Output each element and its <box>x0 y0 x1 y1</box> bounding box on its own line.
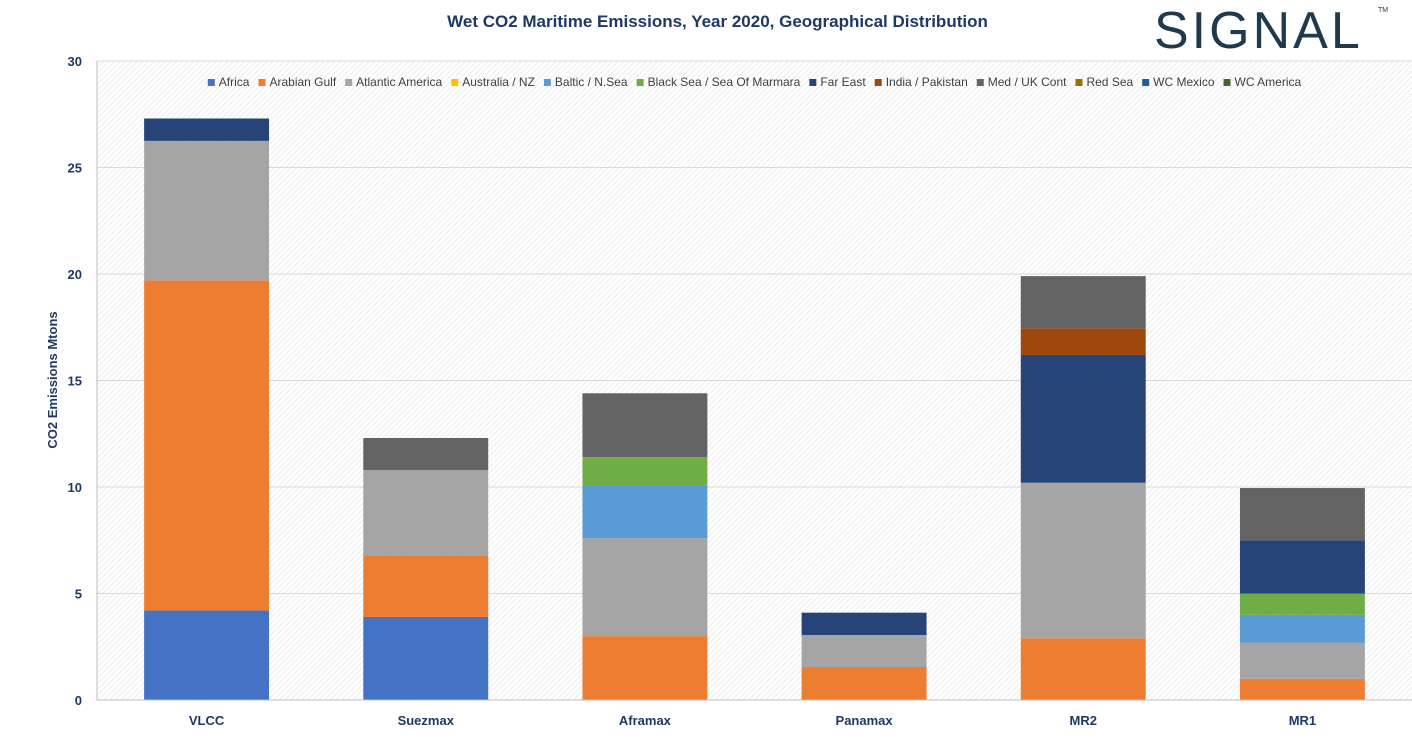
legend-swatch <box>1075 79 1083 86</box>
legend-label: Arabian Gulf <box>269 75 336 89</box>
legend-item: Med / UK Cont <box>976 75 1067 89</box>
bar-segment <box>801 666 927 700</box>
legend-item: Atlantic America <box>345 75 443 89</box>
bar-segment <box>1020 276 1146 329</box>
legend-swatch <box>543 79 551 86</box>
legend-swatch <box>451 79 459 86</box>
legend-item: Africa <box>207 75 250 89</box>
legend-label: WC Mexico <box>1153 75 1215 89</box>
bar-segment <box>582 538 708 637</box>
bar-segment <box>144 280 270 611</box>
logo-text: SIGNAL <box>1154 2 1363 56</box>
legend-label: Baltic / N.Sea <box>555 75 628 89</box>
bar-segment <box>1239 678 1365 700</box>
bar-segment <box>582 485 708 539</box>
y-tick-label: 15 <box>68 374 82 389</box>
x-tick-label: VLCC <box>189 713 225 728</box>
legend-swatch <box>809 79 817 86</box>
bar-segment <box>582 457 708 486</box>
x-tick-label: Aframax <box>619 713 672 728</box>
bars <box>144 118 1365 700</box>
legend-item: Black Sea / Sea Of Marmara <box>636 75 801 89</box>
bar-segment <box>1020 354 1146 483</box>
legend-item: India / Pakistan <box>874 75 968 89</box>
chart-title: Wet CO2 Maritime Emissions, Year 2020, G… <box>447 12 988 31</box>
bar-segment <box>1020 638 1146 700</box>
bar-segment <box>1020 328 1146 355</box>
legend-swatch <box>1223 79 1231 86</box>
legend-item: Arabian Gulf <box>258 75 337 89</box>
legend-swatch <box>874 79 882 86</box>
legend-item: Far East <box>809 75 866 89</box>
bar-segment <box>801 635 927 667</box>
bar-segment <box>1239 593 1365 615</box>
bar-segment <box>363 616 489 700</box>
bar-segment <box>1239 642 1365 679</box>
legend-label: Atlantic America <box>356 75 442 89</box>
legend-label: Red Sea <box>1086 75 1133 89</box>
x-tick-label: MR2 <box>1070 713 1097 728</box>
bar-segment <box>1239 488 1365 541</box>
bar-segment <box>801 612 927 636</box>
legend-swatch <box>1142 79 1150 86</box>
y-tick-label: 10 <box>68 480 82 495</box>
y-tick-label: 5 <box>75 587 82 602</box>
bar-segment <box>1239 614 1365 643</box>
bar-segment <box>363 555 489 617</box>
legend-item: WC America <box>1223 75 1302 89</box>
x-tick-label: Suezmax <box>398 713 455 728</box>
bar-segment <box>1239 540 1365 594</box>
legend-label: Far East <box>820 75 866 89</box>
legend-swatch <box>207 79 215 86</box>
legend-item: WC Mexico <box>1142 75 1215 89</box>
x-tick-label: Panamax <box>836 713 894 728</box>
axes: 0 5 10 15 20 25 30 VLCC Suezmax Aframax Panamax MR2… <box>68 54 1412 728</box>
legend-label: WC America <box>1235 75 1302 89</box>
legend-label: Australia / NZ <box>462 75 535 89</box>
legend-label: Black Sea / Sea Of Marmara <box>648 75 801 89</box>
legend-item: Baltic / N.Sea <box>543 75 628 89</box>
gridlines <box>97 60 1412 594</box>
legend-swatch <box>976 79 984 86</box>
y-tick-label: 25 <box>68 161 82 176</box>
y-tick-label: 30 <box>68 54 82 69</box>
legend-label: Med / UK Cont <box>988 75 1067 89</box>
bar-segment <box>144 610 270 700</box>
signal-logo: SIGNAL TM <box>1154 2 1388 56</box>
legend-label: India / Pakistan <box>886 75 968 89</box>
y-tick-label: 0 <box>75 693 82 708</box>
bar-segment <box>363 469 489 556</box>
bar-segment <box>582 393 708 458</box>
y-tick-label: 20 <box>68 267 82 282</box>
bar-segment <box>363 438 489 470</box>
y-axis-label: CO2 Emissions Mtons <box>45 311 60 448</box>
bar-segment <box>582 636 708 700</box>
bar-segment <box>144 118 270 141</box>
legend-item: Australia / NZ <box>451 75 535 89</box>
legend-swatch <box>636 79 644 86</box>
legend-swatch <box>345 79 353 86</box>
legend-swatch <box>258 79 266 86</box>
logo-trademark: TM <box>1378 7 1388 14</box>
bar-segment <box>1020 482 1146 639</box>
legend-item: Red Sea <box>1075 75 1134 89</box>
legend: Africa Arabian Gulf Atlantic America Austra… <box>207 75 1302 89</box>
bar-segment <box>144 140 270 281</box>
x-tick-label: MR1 <box>1289 713 1316 728</box>
legend-label: Africa <box>219 75 250 89</box>
